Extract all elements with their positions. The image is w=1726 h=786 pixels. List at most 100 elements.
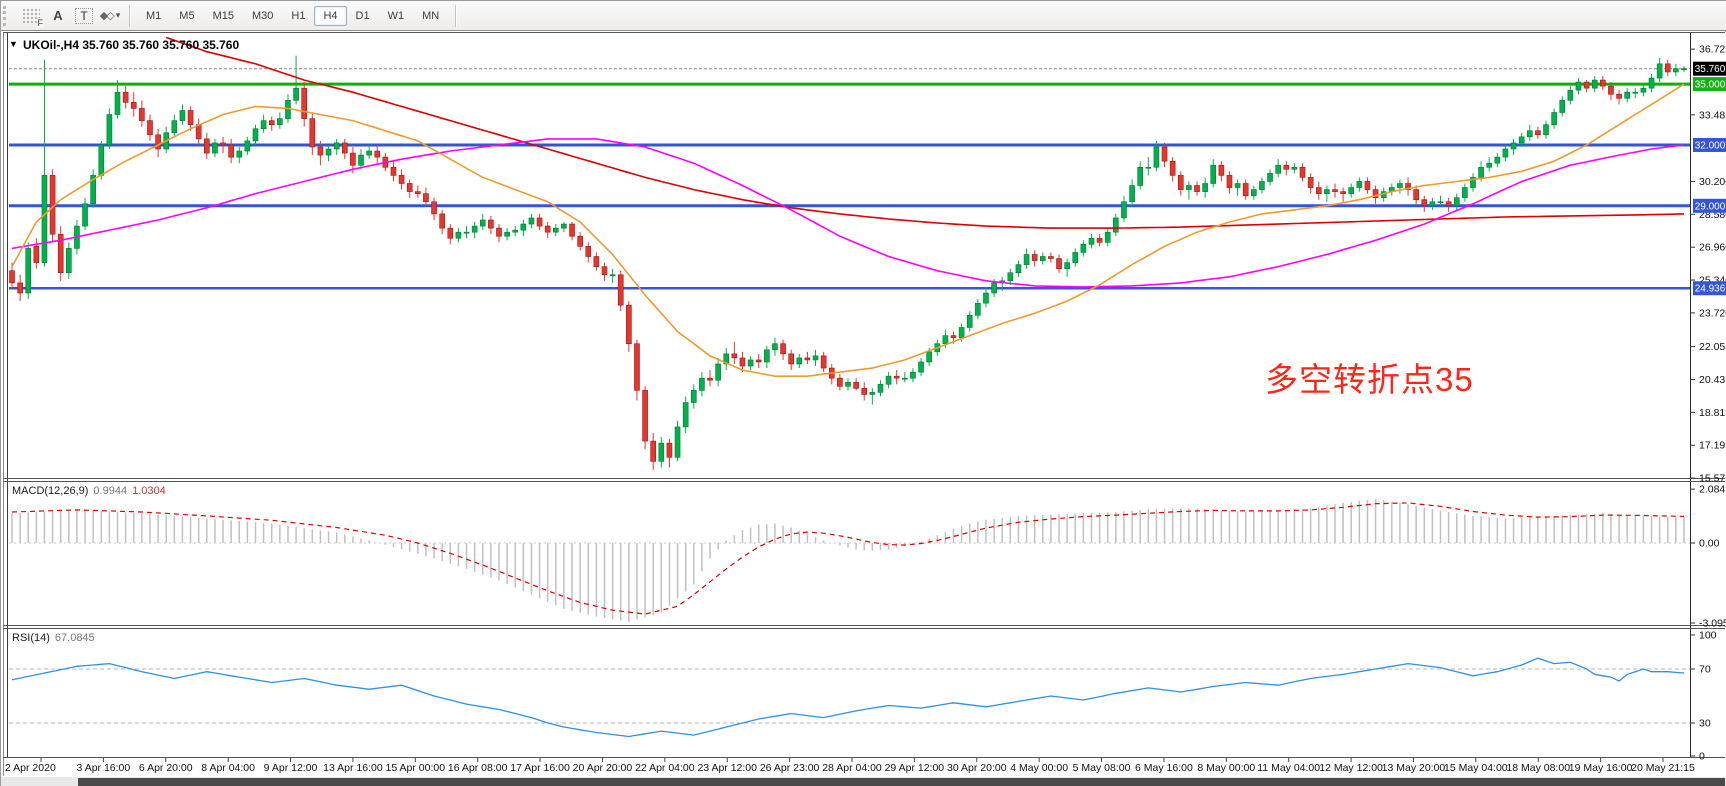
candle-body (301, 87, 307, 119)
candle-body (682, 402, 689, 428)
price-tick-label: 33.485 (1699, 109, 1726, 121)
macd-signal-value: 1.0304 (132, 485, 166, 497)
main-price-pane[interactable] (9, 36, 1690, 470)
time-tick-label: 30 Apr 20:00 (947, 762, 1007, 774)
candle-body (203, 138, 210, 154)
candle-body (9, 270, 15, 284)
candle-body (1169, 160, 1176, 176)
candle-body (837, 377, 843, 387)
candle-body (1218, 164, 1225, 176)
toolbar: F A T ◆◇ ▾ M1 M5 M15 M30 H1 H4 D1 W1 MN (1, 1, 1726, 31)
timeframe-m15-button[interactable]: M15 (212, 9, 234, 22)
time-tick-label: 9 Apr 12:00 (264, 762, 318, 774)
candle-body (1299, 166, 1306, 178)
candle-body (220, 142, 226, 146)
candle-body (504, 231, 510, 237)
candle-body (512, 229, 519, 233)
shapes-dropdown-button[interactable]: ◆◇ ▾ (98, 5, 122, 27)
candle-body (674, 426, 681, 458)
grid-dots-icon: F (22, 7, 44, 28)
candle-body (536, 217, 543, 227)
timeframe-h4-button[interactable]: H4 (314, 5, 347, 26)
candle-body (975, 302, 981, 316)
macd-name: MACD(12,26,9) (12, 485, 89, 497)
timeframe-d1-button[interactable]: D1 (355, 9, 370, 22)
price-badge (1693, 198, 1726, 213)
candle-body (926, 351, 932, 363)
candle-body (171, 120, 178, 134)
candle-body (179, 110, 186, 121)
candle-body (650, 440, 657, 462)
candle-body (1056, 258, 1062, 269)
candle-body (861, 388, 868, 395)
candle-body (918, 361, 924, 373)
candle-body (1145, 166, 1152, 169)
candle-body (553, 227, 559, 233)
price-tick-label: 23.720 (1699, 307, 1726, 319)
candle-body (439, 213, 445, 229)
chart-title: UKOil-,H4 35.760 35.760 35.760 35.760 (23, 38, 240, 52)
candle-body (561, 223, 567, 229)
candle-body (1437, 201, 1444, 204)
candle-body (715, 363, 721, 381)
timeframe-m5-button[interactable]: M5 (179, 9, 195, 22)
candle-body (1121, 201, 1127, 219)
h-scrollbar-thumb[interactable] (78, 778, 1725, 786)
timeframe-m30-button[interactable]: M30 (251, 9, 274, 22)
candle-body (747, 359, 754, 367)
candle-body (25, 248, 32, 294)
toolbar-drag-handle[interactable] (3, 5, 14, 26)
time-tick-label: 29 Apr 12:00 (885, 762, 945, 774)
timeframe-mn-button[interactable]: MN (422, 9, 440, 22)
candle-body (122, 91, 129, 103)
symbol-dropdown-caret[interactable]: ▼ (9, 39, 18, 49)
grid-f-icon[interactable]: F (18, 5, 44, 28)
candle-body (1113, 217, 1119, 233)
candle-body (1307, 177, 1314, 188)
candle-body (1478, 166, 1484, 178)
macd-indicator-label: MACD(12,26,9) 0.9944 1.0304 (12, 485, 166, 497)
candle-body (1673, 68, 1679, 73)
candle-body (1453, 197, 1460, 207)
candle-body (1031, 254, 1038, 261)
candle-body (147, 120, 153, 136)
candle-body (325, 148, 332, 156)
timeframe-m1-button[interactable]: M1 (146, 9, 162, 22)
candle-body (66, 248, 72, 274)
candle-body (447, 227, 454, 239)
candle-body (1591, 79, 1598, 89)
candle-body (17, 282, 23, 294)
candle-body (1064, 262, 1070, 269)
candle-body (1096, 237, 1103, 243)
candle-body (268, 120, 275, 125)
timeframe-w1-button[interactable]: W1 (387, 9, 405, 22)
candle-body (1494, 156, 1501, 164)
candle-body (1356, 181, 1363, 188)
time-tick-label: 8 May 00:00 (1197, 762, 1255, 774)
candle-body (1234, 183, 1241, 188)
candle-body (1104, 231, 1111, 243)
text-a-icon[interactable]: A (53, 8, 63, 23)
rsi-tick-label: 100 (1699, 630, 1717, 642)
candle-body (885, 375, 892, 385)
candle-body (520, 223, 527, 231)
candle-body (910, 371, 916, 379)
candle-body (98, 144, 105, 176)
text-label-t-icon[interactable]: T (72, 5, 96, 27)
candle-body (1153, 146, 1160, 168)
candle-body (1015, 264, 1022, 274)
candle-body (57, 233, 64, 274)
price-badge (1693, 281, 1726, 296)
rsi-pane[interactable] (9, 657, 1690, 738)
macd-pane[interactable] (9, 499, 1690, 622)
timeframe-h1-button[interactable]: H1 (291, 9, 306, 22)
candle-body (212, 142, 218, 154)
candle-body (1551, 112, 1557, 125)
candle-body (350, 152, 356, 166)
candle-body (812, 355, 819, 361)
time-tick-label: 19 May 16:00 (1569, 762, 1633, 774)
candle-body (617, 274, 624, 306)
candle-body (528, 217, 535, 225)
candle-body (106, 114, 113, 146)
